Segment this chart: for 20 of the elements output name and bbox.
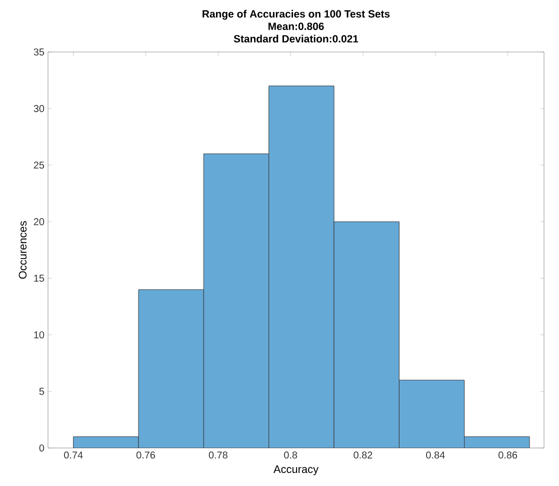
- y-tick-label: 20: [34, 218, 44, 226]
- y-tick-label: 10: [34, 331, 44, 338]
- x-tick-label: 0.86: [498, 452, 518, 459]
- x-axis-title: Accuracy: [273, 465, 319, 476]
- x-tick-label: 0.76: [136, 452, 156, 459]
- y-tick-label: 30: [34, 105, 44, 112]
- y-tick-label: 25: [34, 162, 44, 169]
- chart-title: Range of Accuracies on 100 Test Sets: [202, 10, 390, 20]
- text: Standard Deviation:0.021: [234, 34, 358, 42]
- y-tick-label: 5: [39, 388, 44, 395]
- y-tick-label: 35: [34, 48, 44, 56]
- x-tick-label: 0.78: [208, 452, 228, 459]
- x-tick-label: 0.82: [354, 452, 372, 459]
- x-tick-label: 0.8: [284, 452, 298, 459]
- x-tick-label: 0.74: [64, 452, 83, 459]
- y-tick-label: 0: [39, 444, 44, 452]
- x-tick-label: 0.84: [426, 452, 445, 459]
- y-axis-title: Occurences: [18, 221, 27, 279]
- y-tick-label: 15: [34, 274, 44, 282]
- chart-subtitle: Mean:0.806: [268, 22, 324, 30]
